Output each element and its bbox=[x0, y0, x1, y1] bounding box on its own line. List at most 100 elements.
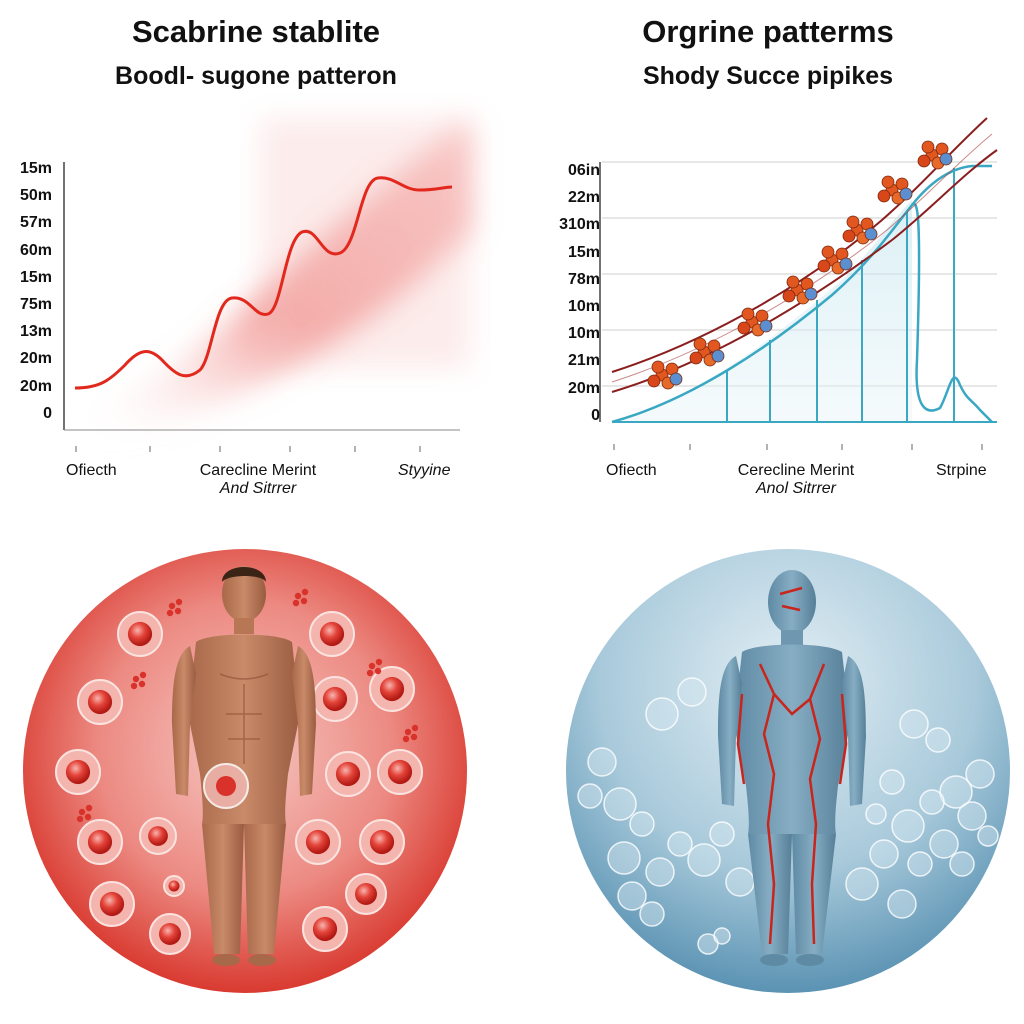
human-body-figure bbox=[172, 566, 316, 966]
glucose-bubble bbox=[577, 783, 603, 809]
red-blood-cell bbox=[117, 611, 163, 657]
glucose-bubble bbox=[957, 801, 987, 831]
cell-fragment bbox=[132, 675, 140, 683]
left-chart-graphic bbox=[63, 118, 470, 452]
red-blood-cell bbox=[302, 906, 348, 952]
right-plateau-line bbox=[911, 164, 992, 206]
cell-fragment bbox=[139, 671, 147, 679]
right-chart: 06in 22m 310m 15m 78m 10m 10m 21m 20m 0 bbox=[512, 110, 1024, 510]
cell-fragment bbox=[402, 735, 410, 743]
left-glucose-line bbox=[74, 176, 453, 390]
right-y-tick: 15m bbox=[567, 243, 600, 261]
glucose-bubble bbox=[629, 811, 655, 837]
cell-fragment bbox=[76, 815, 84, 823]
right-glucose-line bbox=[611, 202, 993, 424]
right-y-tick: 10m bbox=[567, 325, 600, 343]
red-blood-cell bbox=[295, 819, 341, 865]
right-y-tick: 06in bbox=[567, 162, 600, 179]
glucose-bubble bbox=[845, 867, 879, 901]
glucose-molecule bbox=[917, 140, 953, 170]
glucose-bubble bbox=[617, 881, 647, 911]
glucose-molecule bbox=[737, 307, 773, 337]
left-xlabel-center: Carecline Merint And Sitrrer bbox=[158, 462, 358, 498]
left-y-tick: 0 bbox=[43, 404, 52, 422]
glucose-bubble bbox=[929, 829, 959, 859]
cell-fragment bbox=[375, 658, 383, 666]
red-blood-cell bbox=[77, 819, 123, 865]
cell-fragment bbox=[175, 598, 183, 606]
right-xlabel-right: Strpine bbox=[936, 462, 987, 479]
left-xlabel-right: Styyine bbox=[398, 462, 451, 479]
glucose-molecule bbox=[877, 175, 913, 205]
right-y-tick: 10m bbox=[567, 298, 600, 315]
glucose-molecule bbox=[782, 275, 818, 305]
left-x-ticks bbox=[75, 446, 421, 452]
left-chart: 15m 50m 57m 60m 15m 75m 13m 20m 20m 0 Ofiecth Car… bbox=[0, 110, 512, 510]
right-y-tick: 22m bbox=[567, 189, 600, 207]
glucose-bubble bbox=[725, 867, 755, 897]
right-spike-bars bbox=[726, 168, 955, 422]
right-body-illustration bbox=[566, 549, 1010, 993]
red-blood-cell bbox=[345, 873, 387, 915]
glucose-bubble bbox=[709, 821, 735, 847]
glucose-bubble bbox=[713, 927, 731, 945]
right-chart-graphic bbox=[599, 117, 998, 450]
right-subtitle: Shody Succe pipikes bbox=[642, 62, 894, 90]
right-xlabel-center: Cerecline Merint Anol Sitrrer bbox=[696, 462, 896, 498]
left-y-tick: 15m bbox=[19, 160, 52, 177]
right-title: Orgrine patterms bbox=[642, 14, 894, 49]
glucose-bubble bbox=[607, 841, 641, 875]
glucose-bubble bbox=[865, 803, 887, 825]
glucose-bubble bbox=[887, 889, 917, 919]
cell-fragment bbox=[78, 808, 86, 816]
cell-fragment bbox=[84, 813, 92, 821]
cell-fragment bbox=[410, 733, 418, 741]
left-body-illustration bbox=[23, 549, 467, 993]
cell-fragment bbox=[301, 588, 309, 596]
cell-fragment bbox=[138, 680, 146, 688]
right-glucose-molecules bbox=[647, 140, 953, 390]
right-y-tick: 310m bbox=[559, 216, 600, 234]
glucose-bubbles bbox=[577, 677, 999, 955]
cell-fragment bbox=[168, 602, 176, 610]
red-blood-cell bbox=[163, 875, 185, 897]
glucose-bubble bbox=[925, 727, 951, 753]
glucose-bubble bbox=[677, 677, 707, 707]
cell-fragment bbox=[404, 728, 412, 736]
red-blood-cell bbox=[309, 611, 355, 657]
right-vessel-outer-bottom bbox=[611, 149, 998, 393]
left-y-tick: 60m bbox=[19, 241, 52, 259]
red-blood-cell bbox=[77, 679, 123, 725]
glucose-bubble bbox=[891, 809, 925, 843]
glucose-bubble bbox=[949, 851, 975, 877]
red-blood-cell bbox=[55, 749, 101, 795]
red-blood-cell bbox=[89, 881, 135, 927]
cell-fragment bbox=[411, 724, 419, 732]
red-veins bbox=[736, 586, 848, 945]
right-y-tick: 20m bbox=[567, 379, 600, 397]
red-blood-cell bbox=[369, 666, 415, 712]
glucose-bubble bbox=[939, 775, 973, 809]
left-subtitle: Boodl- sugone patteron bbox=[115, 62, 397, 90]
glucose-molecule bbox=[842, 215, 878, 245]
red-blood-cell bbox=[325, 751, 371, 797]
left-y-tick: 50m bbox=[19, 187, 52, 205]
left-xlabel-center-line2: And Sitrrer bbox=[219, 480, 297, 497]
cell-fragment bbox=[166, 609, 174, 617]
right-y-tick: 0 bbox=[591, 406, 600, 424]
right-xlabel-center-line2: Anol Sitrrer bbox=[755, 480, 837, 497]
right-area-fill bbox=[614, 200, 912, 422]
left-y-tick: 15m bbox=[19, 268, 52, 286]
left-y-tick: 13m bbox=[19, 323, 52, 341]
cell-fragment bbox=[174, 607, 182, 615]
right-vessel-inner bbox=[611, 133, 993, 383]
glucose-bubble bbox=[965, 759, 995, 789]
cell-fragment bbox=[366, 669, 374, 677]
red-blood-cell bbox=[149, 913, 191, 955]
red-blood-cells bbox=[55, 588, 423, 955]
right-y-tick: 21m bbox=[567, 352, 600, 370]
left-y-tick: 57m bbox=[19, 214, 52, 232]
cell-fragment bbox=[130, 682, 138, 690]
glucose-bubble bbox=[645, 857, 675, 887]
red-blood-cell bbox=[312, 676, 358, 722]
